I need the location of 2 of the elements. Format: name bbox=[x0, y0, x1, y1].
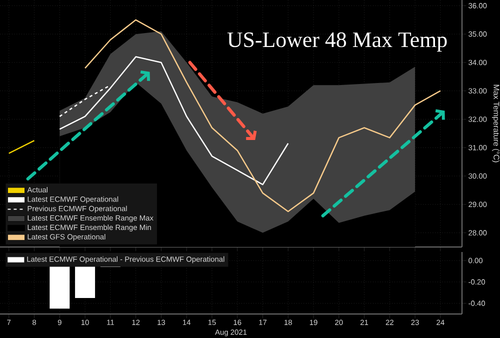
line-series bbox=[59, 56, 289, 186]
text: US-Lower 48 Max Temp bbox=[227, 32, 447, 52]
